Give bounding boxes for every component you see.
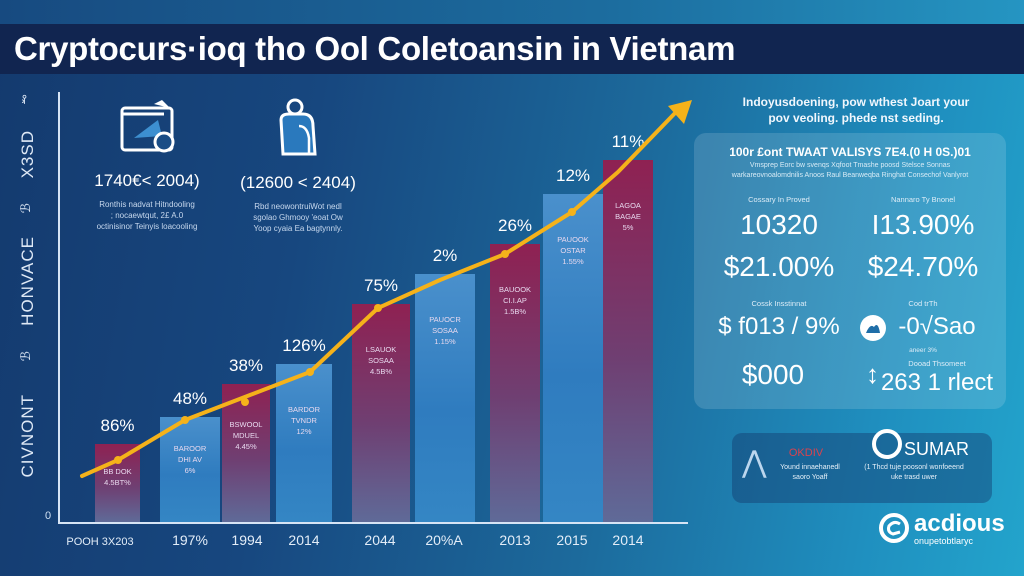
bar: LAGOA BAGAE 5% <box>603 160 653 522</box>
stat-caption: Dooad Thsomeet <box>908 359 966 368</box>
stat-value: $000 <box>741 359 805 390</box>
x-tick-label: 2014 <box>612 532 644 548</box>
tree-icon <box>860 315 886 341</box>
x-tick-label: 2015 <box>556 532 588 548</box>
bar-inner-label: PAUOOK OSTAR 1.55% <box>557 235 589 266</box>
bar: BAROOR DHI AV 6% <box>160 417 220 522</box>
bar-inner-label: LSAUOK SOSAA 4.5B% <box>365 345 397 376</box>
bar-value-label: 26% <box>497 216 533 235</box>
x-tick-label: POOH 3X203 <box>66 536 134 548</box>
bar: BSWOOL MDUEL 4.45% <box>222 384 270 522</box>
stat-value: 10320 <box>740 209 818 240</box>
feature-description: Rbd neowontruiWot nedl sgolao Ghmooy 'eo… <box>253 202 343 233</box>
brand-logo: acdious onupetobtlaryc <box>878 510 1005 549</box>
panel-heading: 100r £ont TWAAT VALISYS 7E4.(0 H 0S.)01 <box>729 145 971 159</box>
x-tick-label: 1994 <box>231 532 263 548</box>
stat-value: $24.70% <box>867 251 979 282</box>
bar-value-label: 38% <box>228 356 264 375</box>
zero-tick: 0 <box>45 510 52 522</box>
bar: BAUOOK CI.I.AP 1.5B% <box>490 244 540 522</box>
swirl-icon <box>872 429 902 459</box>
stat-caption: Cossk Insstinnat <box>751 299 807 308</box>
x-tick-label: 197% <box>172 532 208 548</box>
trend-arrow-icon <box>668 100 692 124</box>
logo-icon <box>879 513 909 543</box>
up-down-arrow-icon: ↕ <box>866 359 879 389</box>
bar-value-label: 2% <box>432 246 458 265</box>
x-tick-label: 2044 <box>364 532 396 548</box>
x-axis <box>58 522 688 524</box>
feature-range: 1740€< 2004) <box>94 171 200 190</box>
stat-note: aneer 3% <box>909 347 937 354</box>
bar-value-label: 48% <box>172 389 208 408</box>
feature-description: Ronthis nadvat Hitndooling ; nocaewtqut,… <box>96 200 198 231</box>
tripod-icon: ⋀ <box>742 446 767 479</box>
card-left-desc: Yound innaehanedl saoro Yoaff <box>780 464 840 481</box>
stat-value: 263 1 rlect <box>880 369 994 396</box>
wallet-icon <box>72 98 222 163</box>
x-tick-label: 20%A <box>425 532 463 548</box>
bar: LSAUOK SOSAA 4.5B% <box>352 304 410 522</box>
stat-caption: Nannaro Ty Bnonel <box>890 195 956 204</box>
bar-inner-label: BSWOOL MDUEL 4.45% <box>229 419 263 451</box>
x-tick-label: 2014 <box>288 532 320 548</box>
bar: BARDOR TVNDR 12% <box>276 364 332 522</box>
title-bar <box>0 24 1024 74</box>
bar-value-label: 11% <box>611 132 645 151</box>
bar: PAUOOK OSTAR 1.55% <box>543 194 603 522</box>
card-right-desc: (1 Thcd tuje poosonl wonfoeend uke trasd… <box>864 464 964 481</box>
logo-name: acdious <box>914 510 1005 537</box>
bar-inner-label: LAGOA BAGAE 5% <box>615 201 641 232</box>
bar-value-label: 12% <box>555 166 591 185</box>
bar-inner-label: BB DOK 4.5BT% <box>103 467 132 487</box>
x-tick-label: 2013 <box>499 532 531 548</box>
bar-value-label: 126% <box>282 336 326 355</box>
stat-caption: Cod trTh <box>908 299 938 308</box>
y-axis <box>58 92 60 524</box>
top-band <box>0 0 1024 24</box>
bar-inner-label: BAROOR DHI AV 6% <box>173 444 207 476</box>
bottom-card: ⋀ OKDIV Yound innaehanedl saoro Yoaff SU… <box>732 429 992 503</box>
intro-text: Indoyusdoening, pow wthest Joart your po… <box>742 95 970 125</box>
bar-inner-label: PAUOCR SOSAA 1.15% <box>429 315 461 346</box>
feature-range: (12600 < 2404) <box>240 173 356 192</box>
panel-subtext: Vmsprep Eorc bw svenqs Xqfoot Tmashe poo… <box>731 162 969 179</box>
card-right-title: SUMAR <box>904 439 970 459</box>
feature-person: (12600 < 2404) Rbd neowontruiWot nedl sg… <box>228 98 368 234</box>
logo-tagline: onupetobtlaryc <box>914 536 974 546</box>
stat-value: $21.00% <box>723 251 835 282</box>
stat-value: I13.90% <box>871 209 975 240</box>
card-left-title: OKDIV <box>788 447 824 459</box>
stat-value: $ f013 / 9% <box>718 313 840 340</box>
page-title: Cryptocurs·ioq tho Ool Coletoansin in Vi… <box>14 30 736 67</box>
bar-inner-label: BAUOOK CI.I.AP 1.5B% <box>498 285 532 316</box>
bar-inner-label: BARDOR TVNDR 12% <box>287 404 321 436</box>
bar-value-label: 86% <box>100 416 135 435</box>
bar: PAUOCR SOSAA 1.15% <box>415 274 475 522</box>
stats-panel: 100r £ont TWAAT VALISYS 7E4.(0 H 0S.)01 … <box>694 133 1006 409</box>
person-lock-icon <box>228 98 368 165</box>
bar-value-label: 75% <box>363 276 399 295</box>
stat-caption: Cossary In Proved <box>748 195 810 204</box>
feature-wallet: 1740€< 2004) Ronthis nadvat Hitndooling … <box>72 98 222 232</box>
stat-value: -0√Sao <box>898 313 976 340</box>
